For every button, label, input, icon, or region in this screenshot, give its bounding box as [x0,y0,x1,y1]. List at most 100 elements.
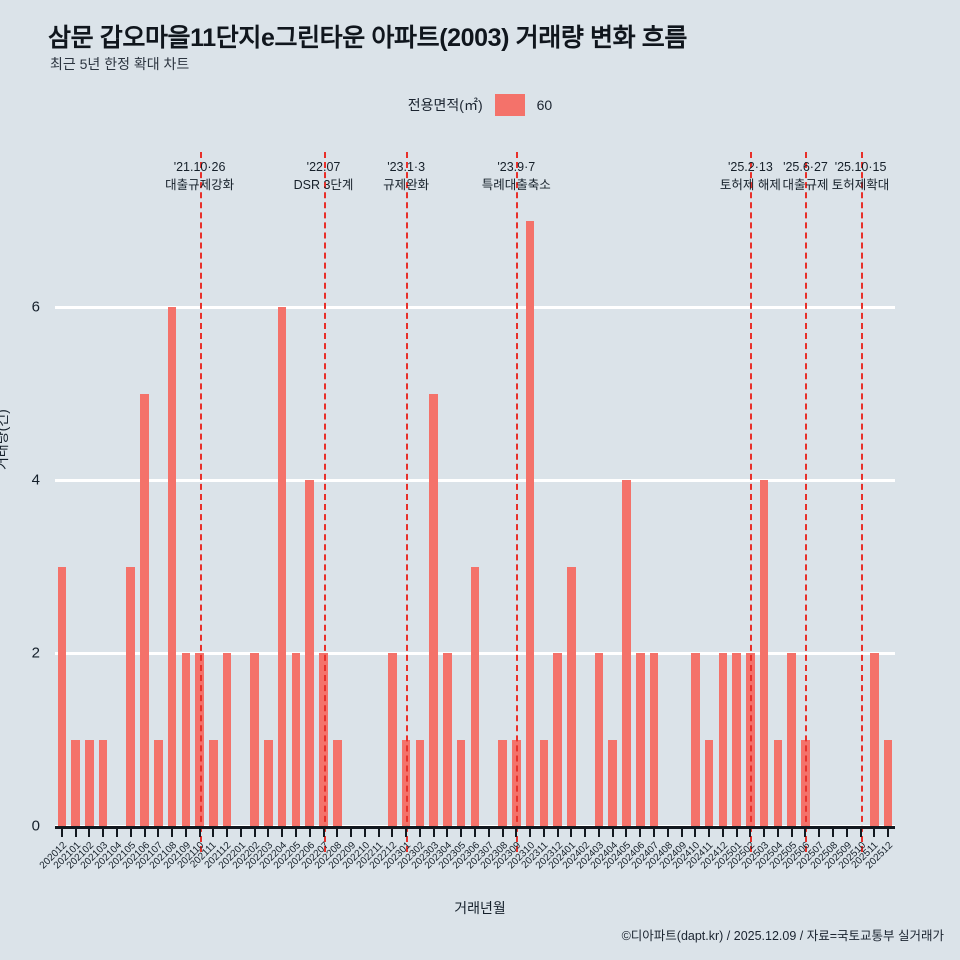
x-axis-tick [157,826,160,837]
x-axis-tick [529,826,532,837]
x-axis-tick [281,826,284,837]
event-marker-label: '23.9·7 특례대출축소 [482,158,551,194]
bar[interactable] [57,566,67,826]
bar[interactable] [608,739,617,826]
bar[interactable] [250,653,259,826]
x-axis-tick [363,826,366,837]
x-axis-line [55,826,895,837]
event-marker-label: '23.1·3 규제완화 [383,158,429,194]
bar[interactable] [277,307,287,826]
x-axis-tick [749,826,752,837]
x-axis-tick [556,826,559,837]
bar[interactable] [704,739,714,826]
bar[interactable] [594,653,604,826]
chart-footer: ©디아파트(dapt.kr) / 2025.12.09 / 자료=국토교통부 실… [621,929,944,943]
bar[interactable] [635,653,645,826]
bar[interactable] [498,739,507,826]
bar[interactable] [622,480,631,826]
chart-subtitle: 최근 5년 한정 확대 차트 [50,56,190,72]
x-axis-tick [350,826,353,837]
x-axis-tick [432,826,435,837]
bar[interactable] [140,393,149,826]
bar[interactable] [126,566,135,826]
y-axis-tick-labels: 0 2 4 6 [0,186,50,835]
y-axis-tick-label: 4 [31,471,40,489]
bar[interactable] [167,307,177,826]
bar[interactable] [85,739,94,826]
x-axis-tick [143,826,146,837]
x-axis-tick [294,826,297,837]
bar[interactable] [222,653,232,826]
x-axis-tick [60,826,63,837]
x-axis-tick [570,826,573,837]
bar[interactable] [567,566,576,826]
bar[interactable] [456,739,466,826]
bar[interactable] [539,739,549,826]
bar[interactable] [181,653,191,826]
chart-legend: 전용면적(㎡) 60 [0,94,960,116]
bar[interactable] [649,653,659,826]
bar[interactable] [718,653,728,826]
x-axis-tick [790,826,793,837]
event-marker-line [860,152,863,852]
bar[interactable] [870,653,879,826]
x-axis-tick [212,826,215,837]
x-axis-title: 거래년월 [454,900,506,916]
bar[interactable] [209,739,218,826]
x-axis-tick [515,826,518,837]
bar[interactable] [553,653,562,826]
x-axis-tick [804,826,807,837]
bar[interactable] [415,739,425,826]
event-marker-label: '25.6·27 대출규제 [782,158,828,194]
bar[interactable] [71,739,80,826]
x-axis-tick [680,826,683,837]
bar[interactable] [333,739,342,826]
event-name: 토허제 해제 [719,178,781,193]
bar[interactable] [388,653,397,826]
gridline [55,306,895,310]
bar[interactable] [883,739,893,826]
bar[interactable] [525,220,535,826]
bar[interactable] [443,653,452,826]
bar[interactable] [291,653,301,826]
event-marker-label: '25.2·13 토허제 해제 [720,158,781,194]
y-axis-tick-label: 6 [31,298,40,316]
x-axis-tick [666,826,669,837]
x-axis-tick [336,826,339,837]
bar[interactable] [154,739,163,826]
event-name: 대출규제 [782,178,829,193]
bar[interactable] [305,480,315,826]
legend-color-swatch [494,94,525,116]
bar[interactable] [773,739,783,826]
event-marker-label: '25.10·15 토허제확대 [832,158,890,194]
x-axis-tick [446,826,449,837]
x-axis-tick [322,826,325,837]
x-axis-tick [487,826,490,837]
event-date: '23.1·3 [387,160,426,174]
legend-series-label: 60 [536,97,553,113]
x-axis-tick [267,826,270,837]
bar[interactable] [470,566,480,826]
bar[interactable] [732,653,741,826]
gridline [55,479,895,483]
y-axis-tick-label: 2 [31,644,40,662]
event-marker-line [805,152,808,852]
bar[interactable] [691,653,700,826]
event-name: 규제완화 [383,178,430,193]
bar[interactable] [759,480,769,826]
bar[interactable] [787,653,796,826]
bar[interactable] [98,739,108,826]
x-axis-tick [873,826,876,837]
event-marker-line [406,152,409,852]
event-date: '25.10·15 [834,160,887,174]
x-axis-tick [845,826,848,837]
x-axis-tick [887,826,890,837]
x-axis-tick [129,826,132,837]
x-axis-tick [198,826,201,837]
x-axis-tick [377,826,380,837]
bar[interactable] [429,393,438,826]
event-marker-label: '22.07 DSR 3단계 [294,158,354,194]
bar[interactable] [264,739,273,826]
event-name: 대출규제강화 [165,178,235,193]
